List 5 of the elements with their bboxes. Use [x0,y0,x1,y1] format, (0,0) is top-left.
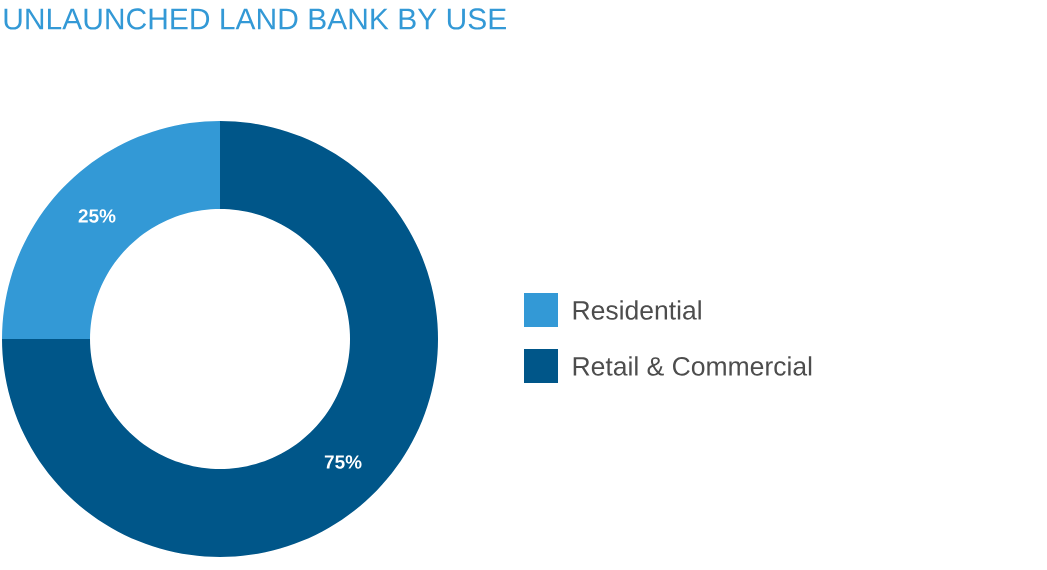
data-label: 75% [324,455,362,469]
chart-title: UNLAUNCHED LAND BANK BY USE [4,8,506,30]
legend-label: Retail & Commercial [573,356,812,376]
data-label: 25% [78,209,116,223]
legend-label: Residential [573,300,701,320]
